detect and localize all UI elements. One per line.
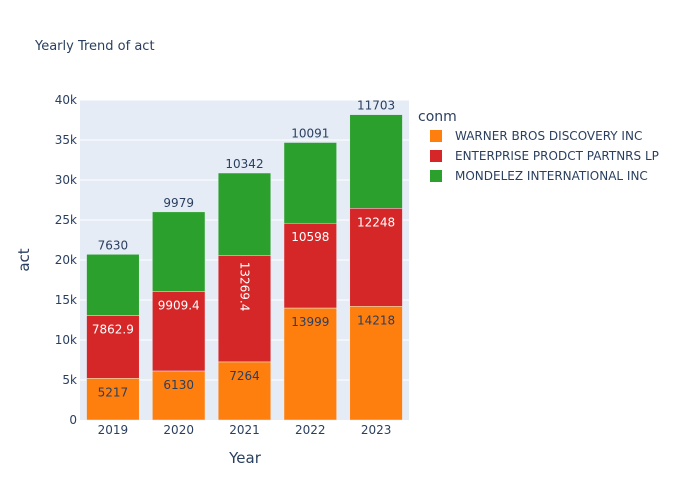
bar-value-label: 10342 [225,157,263,171]
x-tick-label: 2021 [229,423,260,437]
x-tick-label: 2020 [163,423,194,437]
y-tick-label: 0 [69,413,77,427]
legend-item-label: ENTERPRISE PRODCT PARTNRS LP [455,149,659,163]
bar-value-label: 10598 [291,230,329,244]
x-tick-label: 2019 [98,423,129,437]
bar-value-label: 13999 [291,315,329,329]
y-tick-label: 20k [55,253,77,267]
bar-segment [283,222,337,309]
legend-swatch [430,150,442,162]
bar-segment [217,172,272,256]
bar-segment [283,142,337,224]
bar-value-label: 5217 [98,385,129,399]
x-tick-label: 2022 [295,423,326,437]
bar-labels: 5217 6130 7264 13999 14218 7862.9 9909.4 13269.… [92,99,395,400]
bar-value-label: 9979 [163,196,194,210]
y-tick-label: 35k [55,133,77,147]
bar-segment [349,208,403,307]
bar-value-label: 7630 [98,238,129,252]
bar-value-label: 6130 [163,378,194,392]
bar-value-label: 7264 [229,369,260,383]
bar-value-label: 13269.4 [238,262,252,312]
bar-segment [217,361,272,421]
y-tick-label: 40k [55,93,77,107]
y-tick-label: 15k [55,293,77,307]
legend-title: conm [418,109,457,125]
bar-value-label: 9909.4 [158,299,200,313]
y-axis-title: act [15,248,33,271]
y-tick-label: 25k [55,213,77,227]
x-axis-title: Year [228,449,262,467]
y-tick-label: 10k [55,333,77,347]
bar-segment [86,254,140,316]
legend: conm WARNER BROS DISCOVERY INC ENTERPRISE… [418,109,659,183]
bar-value-label: 11703 [357,99,395,113]
bar-value-label: 14218 [357,313,395,327]
bar-value-label: 10091 [291,126,329,140]
legend-item-label: MONDELEZ INTERNATIONAL INC [455,169,648,183]
y-tick-labels: 0 5k 10k 15k 20k 25k 30k 35k 40k [55,93,77,427]
bars [86,114,403,421]
chart-title: Yearly Trend of act [34,39,155,54]
bar-segment [86,315,140,379]
y-tick-label: 30k [55,173,77,187]
bar-segment [152,370,206,421]
bar-segment [349,306,403,421]
legend-swatch [430,170,442,182]
bar-segment [283,307,337,421]
legend-item-label: WARNER BROS DISCOVERY INC [455,129,642,143]
bar-segment [86,378,140,421]
x-tick-label: 2023 [361,423,392,437]
bar-segment [217,255,272,363]
bar-segment [349,114,403,209]
y-tick-label: 5k [62,373,77,387]
bar-value-label: 12248 [357,215,395,229]
bar-value-label: 7862.9 [92,322,134,336]
bar-segment [152,211,206,292]
x-tick-labels: 2019 2020 2021 2022 2023 [98,423,392,437]
legend-swatch [430,130,442,142]
bar-segment [152,291,206,372]
